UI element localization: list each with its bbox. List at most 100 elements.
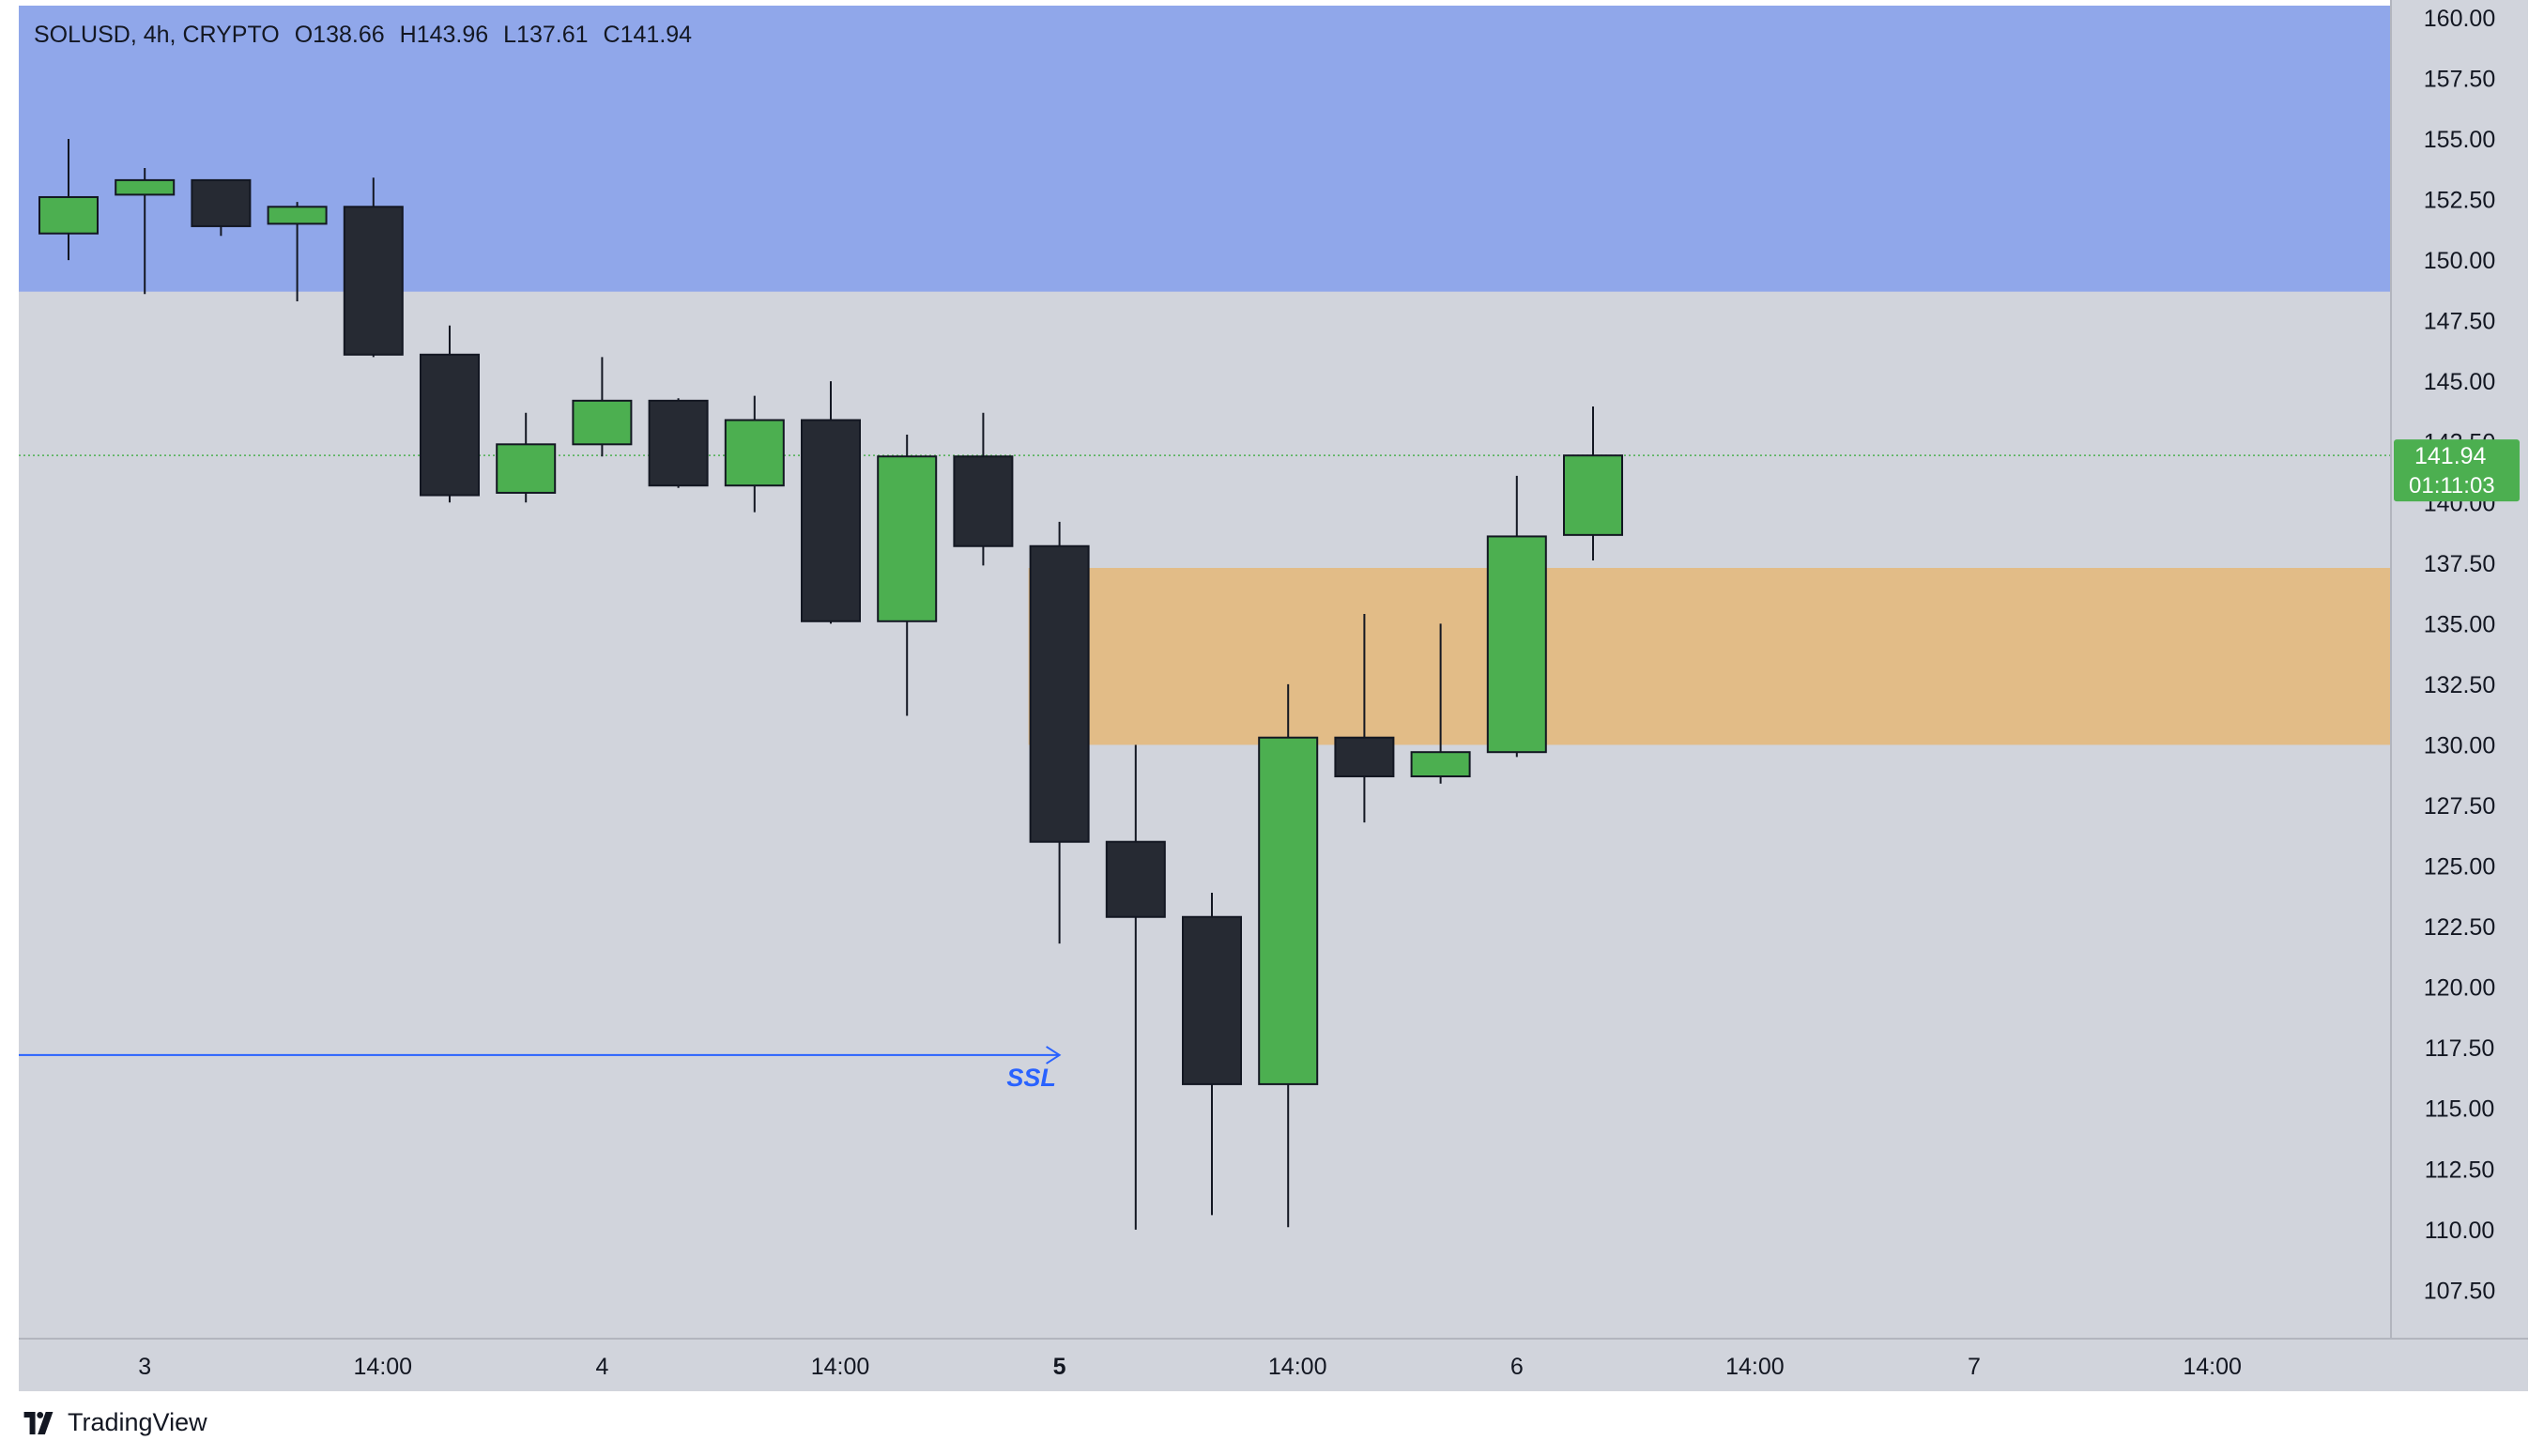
candle[interactable] xyxy=(1410,623,1471,784)
time-axis-label: 14:00 xyxy=(811,1354,870,1380)
price-axis-label: 135.00 xyxy=(2424,611,2495,637)
candle[interactable] xyxy=(1105,744,1166,1230)
candles-layer xyxy=(38,139,1623,1230)
time-axis-background[interactable] xyxy=(19,1339,2528,1391)
legend-sep-1: , xyxy=(130,22,144,48)
candle[interactable] xyxy=(191,178,252,237)
bar-countdown: 01:11:03 xyxy=(2409,473,2495,498)
candle-body-bull xyxy=(1486,535,1547,754)
candle-body-bear xyxy=(1334,736,1395,778)
price-axis-label: 145.00 xyxy=(2424,369,2495,395)
candle-body-bear xyxy=(1105,840,1166,918)
price-axis-label: 107.50 xyxy=(2424,1278,2495,1304)
legend-close: C141.94 xyxy=(604,22,693,48)
candle[interactable] xyxy=(877,434,938,716)
candle-body-bull xyxy=(572,399,633,446)
candle[interactable] xyxy=(267,202,328,301)
candle[interactable] xyxy=(1334,614,1395,823)
last-price-tag: 141.94 01:11:03 xyxy=(2394,439,2520,502)
candle[interactable] xyxy=(1029,521,1090,944)
candle-body-bull xyxy=(1410,751,1471,778)
time-axis-label: 3 xyxy=(138,1354,151,1380)
price-axis-label: 160.00 xyxy=(2424,6,2495,32)
zones-layer xyxy=(19,6,2391,745)
candle-body-bear xyxy=(648,399,709,487)
candle-body-bull xyxy=(115,178,176,196)
price-axis-label: 125.00 xyxy=(2424,854,2495,881)
legend-interval: 4h xyxy=(144,22,170,48)
time-axis-label: 7 xyxy=(1968,1354,1981,1380)
candle-body-bear xyxy=(343,206,404,356)
legend-high: H143.96 xyxy=(400,22,489,48)
candle[interactable] xyxy=(343,177,404,358)
legend-symbol: SOLUSD xyxy=(34,22,130,48)
price-axis-background[interactable] xyxy=(2391,0,2528,1339)
price-axis-label: 110.00 xyxy=(2425,1218,2495,1244)
price-axis-label: 115.00 xyxy=(2425,1096,2495,1123)
candle[interactable] xyxy=(496,412,557,503)
last-price-value: 141.94 xyxy=(2414,443,2487,469)
candle[interactable] xyxy=(1563,406,1623,560)
candle-body-bear xyxy=(1029,544,1090,843)
footer-brand[interactable]: TradingView xyxy=(19,1408,207,1437)
ssl-arrowhead xyxy=(1046,1046,1062,1065)
candle-body-bear xyxy=(801,419,861,622)
candle-body-bull xyxy=(38,195,99,235)
price-axis-label: 155.00 xyxy=(2424,127,2495,153)
time-axis-label: 14:00 xyxy=(1725,1354,1785,1380)
candle-body-bear xyxy=(420,353,480,497)
price-axis-label: 147.50 xyxy=(2424,309,2495,335)
candle[interactable] xyxy=(572,357,633,457)
tradingview-logo-icon xyxy=(23,1411,54,1434)
price-axis-labels: 160.00 157.50 155.00 152.50 150.00 147.50 145.… xyxy=(2424,6,2495,1304)
candle-body-bull xyxy=(1258,736,1319,1085)
candle[interactable] xyxy=(420,325,480,503)
price-axis-label: 137.50 xyxy=(2424,551,2495,577)
candle-body-bear xyxy=(1182,915,1242,1085)
price-axis-label: 120.00 xyxy=(2424,975,2495,1002)
time-axis-label: 6 xyxy=(1510,1354,1524,1380)
price-axis-label: 112.50 xyxy=(2425,1157,2495,1183)
time-axis-labels: 3 14:00 4 14:00 5 14:00 6 14:00 7 14:00 xyxy=(138,1354,2242,1380)
candle-body-bull xyxy=(724,419,785,487)
time-axis-label: 14:00 xyxy=(354,1354,413,1380)
price-axis-label: 157.50 xyxy=(2424,66,2495,92)
ssl-label[interactable]: SSL xyxy=(1006,1064,1056,1092)
time-axis-label: 4 xyxy=(595,1354,608,1380)
demand-zone[interactable] xyxy=(1028,567,2391,745)
candle[interactable] xyxy=(1258,683,1319,1228)
candle-body-bull xyxy=(877,455,938,622)
legend-open: O138.66 xyxy=(295,22,385,48)
candle[interactable] xyxy=(38,139,99,261)
price-axis-label: 130.00 xyxy=(2424,732,2495,759)
candle[interactable] xyxy=(724,395,785,513)
candle[interactable] xyxy=(1486,475,1547,758)
candle-body-bear xyxy=(191,178,252,227)
candle[interactable] xyxy=(1182,892,1242,1216)
symbol-legend[interactable]: SOLUSD, 4h, CRYPTO O138.66 H143.96 L137.61 C… xyxy=(34,22,692,48)
price-axis-label: 152.50 xyxy=(2424,188,2495,214)
last-price-tag-background xyxy=(2394,439,2520,502)
price-axis-label: 150.00 xyxy=(2424,248,2495,274)
price-axis-label: 132.50 xyxy=(2424,672,2495,698)
price-axis-label: 117.50 xyxy=(2425,1035,2495,1062)
legend-sep-2: , xyxy=(170,22,183,48)
candle-body-bull xyxy=(496,443,557,494)
candle[interactable] xyxy=(648,398,709,488)
supply-zone[interactable] xyxy=(19,6,2391,292)
candle[interactable] xyxy=(953,412,1014,566)
legend-low: L137.61 xyxy=(503,22,588,48)
candle-body-bull xyxy=(1563,454,1623,536)
brand-name: TradingView xyxy=(68,1408,207,1436)
time-axis-label: 14:00 xyxy=(1268,1354,1327,1380)
candle[interactable] xyxy=(115,167,176,295)
candle-body-bear xyxy=(953,455,1014,547)
time-axis-label: 14:00 xyxy=(2183,1354,2242,1380)
candle[interactable] xyxy=(801,381,861,624)
time-axis-label: 5 xyxy=(1053,1354,1066,1380)
ssl-layer: SSL xyxy=(19,1046,1062,1092)
candle-body-bull xyxy=(267,206,328,225)
price-axis-label: 127.50 xyxy=(2424,793,2495,820)
axis-corner xyxy=(2392,1340,2528,1391)
